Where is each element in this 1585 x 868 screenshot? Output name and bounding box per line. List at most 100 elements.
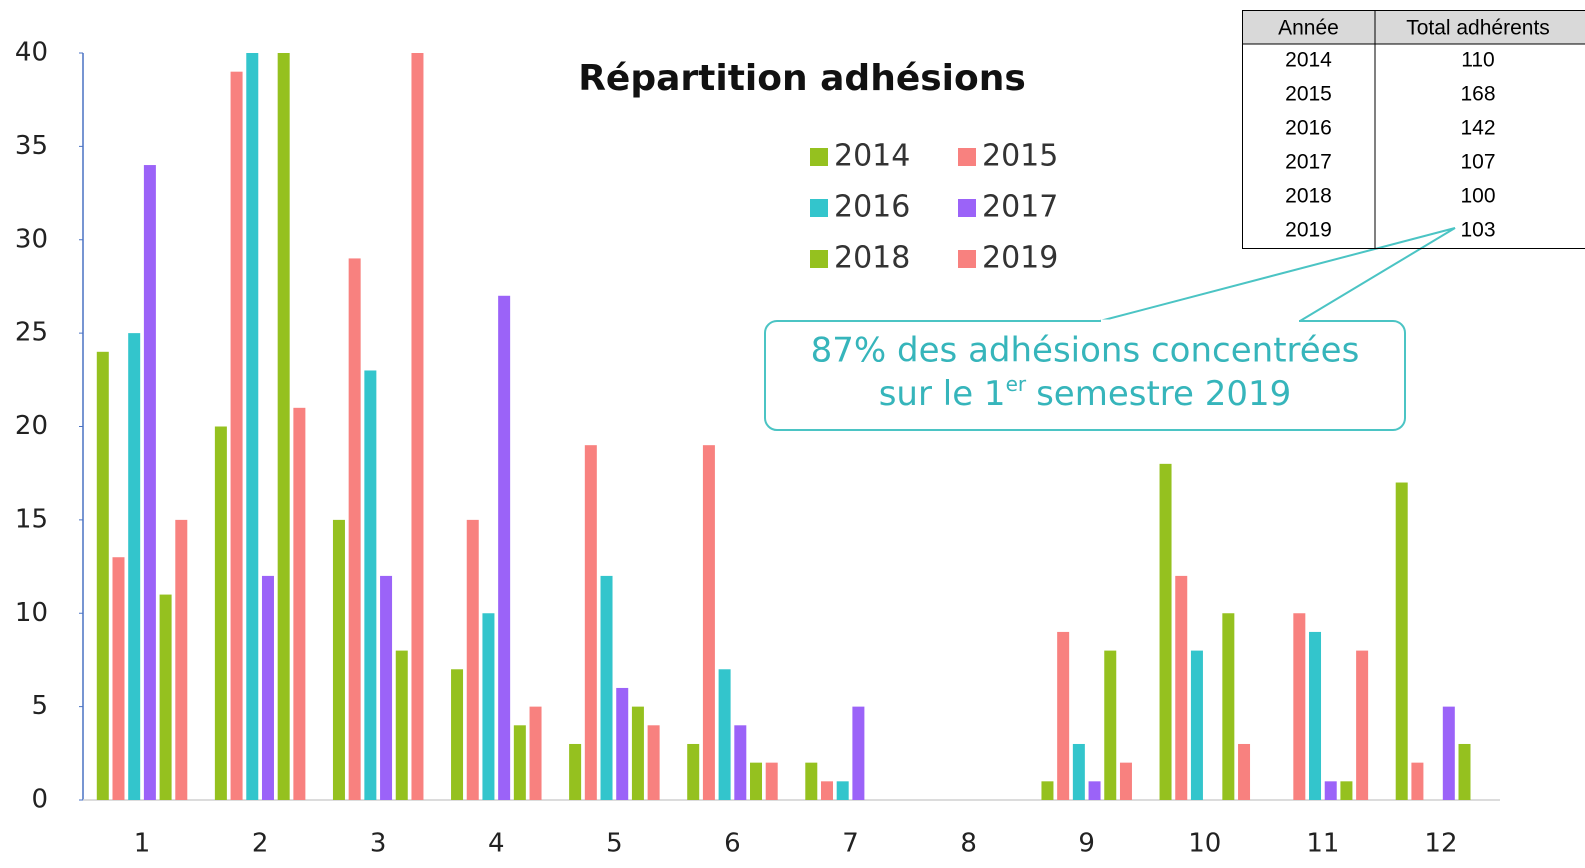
bar xyxy=(1458,743,1471,800)
bar xyxy=(1293,613,1306,800)
bar xyxy=(96,351,109,800)
bar xyxy=(584,445,597,800)
bar xyxy=(1340,781,1353,800)
bar xyxy=(529,706,542,800)
x-tick-label: 9 xyxy=(1078,829,1095,859)
bar xyxy=(1072,743,1085,800)
x-tick-label: 1 xyxy=(134,829,151,859)
callout-text: sur le 1er semestre 2019 xyxy=(879,372,1292,414)
legend-swatch xyxy=(810,250,828,268)
bar xyxy=(175,519,188,800)
table-cell: 142 xyxy=(1460,117,1495,140)
table-header: Total adhérents xyxy=(1406,17,1550,40)
bar xyxy=(332,519,345,800)
y-tick-label: 35 xyxy=(15,131,48,161)
legend-label: 2018 xyxy=(834,241,910,276)
table-cell: 107 xyxy=(1460,151,1495,174)
y-tick-label: 0 xyxy=(31,785,48,815)
bar xyxy=(364,370,377,800)
bar xyxy=(1088,781,1101,800)
table-header-bg xyxy=(1242,10,1585,44)
bar xyxy=(1057,631,1070,800)
x-tick-label: 11 xyxy=(1306,829,1339,859)
table-cell: 100 xyxy=(1460,185,1495,208)
bar xyxy=(1411,762,1424,800)
bar xyxy=(1356,650,1369,800)
x-tick-label: 8 xyxy=(960,829,977,859)
callout-text: 87% des adhésions concentrées xyxy=(811,331,1360,371)
bar xyxy=(852,706,865,800)
x-tick-label: 12 xyxy=(1424,829,1457,859)
bar xyxy=(143,165,156,801)
x-tick-label: 10 xyxy=(1188,829,1221,859)
bar xyxy=(159,594,172,800)
bar xyxy=(1395,482,1408,800)
x-tick-label: 5 xyxy=(606,829,623,859)
callout-box xyxy=(764,320,1406,431)
legend-label: 2015 xyxy=(982,139,1058,174)
bar xyxy=(1190,650,1203,800)
legend-swatch xyxy=(958,148,976,166)
legend-swatch xyxy=(958,250,976,268)
bar xyxy=(1442,706,1455,800)
bar xyxy=(569,743,582,800)
x-tick-label: 2 xyxy=(252,829,269,859)
bar xyxy=(230,71,243,801)
table-border xyxy=(1242,10,1585,249)
table-cell: 2017 xyxy=(1285,151,1332,174)
bar xyxy=(836,781,849,800)
x-tick-label: 6 xyxy=(724,829,741,859)
legend-label: 2017 xyxy=(982,190,1058,225)
x-tick-label: 4 xyxy=(488,829,505,859)
callout: 87% des adhésions concentrées sur le 1er… xyxy=(764,227,1456,431)
table-cell: 168 xyxy=(1460,83,1495,106)
callout-pointer xyxy=(1099,227,1456,322)
bar xyxy=(1222,613,1235,800)
legend-label: 2019 xyxy=(982,241,1058,276)
bar xyxy=(1119,762,1132,800)
bar xyxy=(1104,650,1117,800)
bar xyxy=(820,781,833,800)
y-tick-label: 30 xyxy=(15,224,48,254)
bar xyxy=(600,575,613,800)
bar xyxy=(380,575,393,800)
y-tick-label: 10 xyxy=(15,598,48,628)
bar xyxy=(1238,743,1251,800)
x-tick-label: 7 xyxy=(842,829,859,859)
bar xyxy=(128,333,141,800)
bar xyxy=(1041,781,1054,800)
legend-swatch xyxy=(958,199,976,217)
bar xyxy=(293,407,306,800)
table-cell: 2018 xyxy=(1285,185,1332,208)
y-tick-label: 5 xyxy=(31,691,48,721)
bar xyxy=(750,762,763,800)
bar xyxy=(112,557,125,800)
bar xyxy=(482,613,495,800)
bar xyxy=(734,725,747,800)
bar xyxy=(246,53,259,800)
bar xyxy=(498,295,511,800)
legend-label: 2016 xyxy=(834,190,910,225)
bar xyxy=(1175,575,1188,800)
bar xyxy=(214,426,227,800)
y-tick-label: 20 xyxy=(15,411,48,441)
table-cell: 2014 xyxy=(1285,49,1332,72)
bar xyxy=(513,725,526,800)
bar xyxy=(631,706,644,800)
bar xyxy=(765,762,778,800)
x-tick-label: 3 xyxy=(370,829,387,859)
chart-title: Répartition adhésions xyxy=(578,58,1026,99)
bar xyxy=(687,743,700,800)
bar xyxy=(1159,463,1172,800)
bar xyxy=(261,575,274,800)
bar xyxy=(616,687,629,800)
table-cell: 2016 xyxy=(1285,117,1332,140)
legend-swatch xyxy=(810,199,828,217)
bar xyxy=(1309,631,1322,800)
bar xyxy=(702,445,715,800)
y-tick-label: 40 xyxy=(15,38,48,68)
callout-superscript: er xyxy=(1006,372,1027,396)
callout-text: sur le 1 xyxy=(879,374,1006,414)
bar xyxy=(718,669,731,800)
